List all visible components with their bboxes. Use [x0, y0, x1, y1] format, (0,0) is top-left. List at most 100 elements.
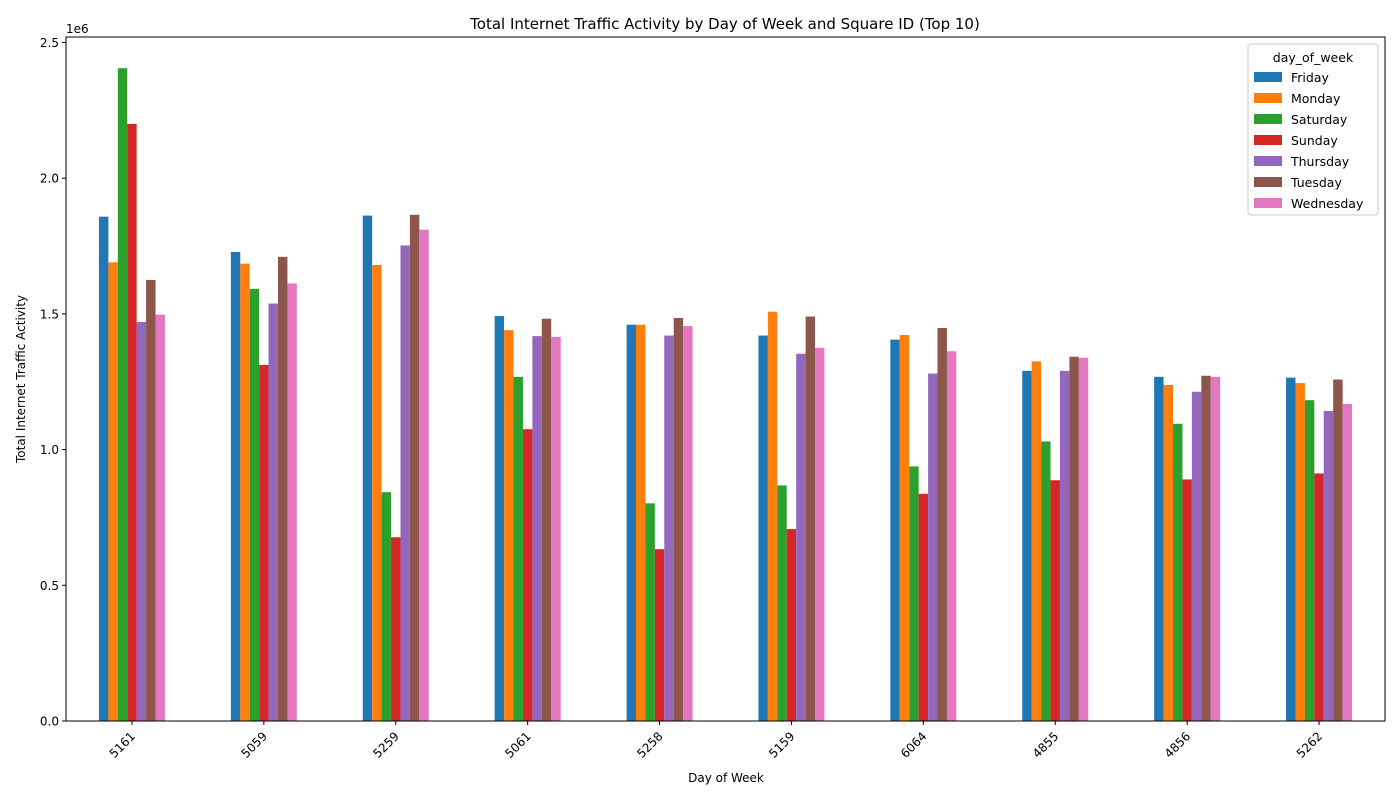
x-tick-label: 4856	[1162, 729, 1193, 760]
bar-tuesday-5061	[541, 318, 552, 721]
y-tick-label: 1.0	[40, 443, 59, 457]
bar-sunday-4855	[1050, 480, 1060, 721]
y-tick-label: 0.0	[40, 715, 59, 729]
x-tick-label: 6064	[898, 729, 929, 760]
y-ticks: 0.0 0.5 1.0 1.5 2.0 2.5	[40, 36, 66, 729]
bar-tuesday-5259	[409, 214, 420, 722]
x-tick-label: 5159	[766, 729, 797, 760]
bar-thursday-5161	[136, 322, 147, 721]
x-tick-label: 5258	[634, 729, 665, 760]
legend-label-tuesday: Tuesday	[1290, 175, 1342, 190]
bar-thursday-4855	[1059, 370, 1070, 721]
bar-tuesday-5059	[278, 256, 288, 721]
y-axis-label: Total Internet Traffic Activity	[14, 295, 28, 464]
x-tick-label: 4855	[1030, 729, 1061, 760]
y-offset-label: 1e6	[66, 22, 89, 36]
bar-sunday-5259	[391, 537, 401, 721]
bar-thursday-5262	[1323, 411, 1334, 721]
legend-label-monday: Monday	[1291, 91, 1341, 106]
legend-label-sunday: Sunday	[1291, 133, 1338, 148]
legend-title: day_of_week	[1273, 50, 1354, 65]
bar-wednesday-5161	[155, 314, 165, 721]
bar-saturday-5258	[645, 503, 655, 721]
bar-friday-5159	[758, 335, 768, 721]
bar-friday-5259	[362, 215, 373, 721]
bar-saturday-5262	[1304, 400, 1315, 721]
x-tick-label: 5259	[370, 729, 401, 760]
bar-wednesday-4856	[1210, 376, 1221, 721]
x-tick-label: 5061	[502, 729, 533, 760]
bar-saturday-5161	[117, 68, 128, 721]
bar-friday-4855	[1022, 370, 1032, 721]
y-tick-label: 1.5	[40, 307, 59, 321]
bar-thursday-5258	[664, 335, 674, 721]
bar-thursday-5061	[532, 336, 542, 721]
x-tick-label: 5059	[238, 729, 269, 760]
bar-wednesday-5061	[551, 336, 561, 721]
x-tick-label: 5161	[107, 729, 138, 760]
bar-thursday-5059	[268, 303, 278, 721]
y-tick-label: 2.0	[40, 172, 59, 186]
bar-monday-5059	[240, 263, 250, 721]
legend-label-friday: Friday	[1291, 70, 1329, 85]
legend-label-thursday: Thursday	[1290, 154, 1350, 169]
bars-group	[98, 68, 1353, 722]
bar-sunday-5258	[654, 549, 665, 721]
legend-swatch-friday	[1254, 72, 1282, 82]
legend-swatch-monday	[1254, 93, 1282, 103]
bar-thursday-5159	[796, 353, 806, 721]
legend-swatch-thursday	[1254, 156, 1282, 166]
y-tick-label: 0.5	[40, 579, 59, 593]
bar-tuesday-5262	[1333, 379, 1343, 721]
legend-box	[1247, 43, 1379, 216]
bar-friday-6064	[890, 339, 900, 721]
legend-swatch-saturday	[1254, 114, 1282, 124]
bar-monday-6064	[899, 335, 910, 721]
bar-thursday-4856	[1191, 391, 1202, 721]
bar-sunday-5059	[259, 364, 269, 721]
bar-wednesday-6064	[946, 351, 957, 721]
bar-monday-5161	[108, 262, 118, 721]
legend-swatch-wednesday	[1254, 198, 1282, 208]
bar-monday-4856	[1163, 384, 1174, 721]
bar-monday-5259	[372, 265, 382, 721]
bar-sunday-5159	[786, 529, 797, 721]
bar-sunday-4856	[1182, 479, 1192, 721]
bar-saturday-6064	[909, 466, 919, 721]
bar-friday-5258	[626, 324, 636, 721]
bar-wednesday-5258	[683, 326, 693, 721]
bar-wednesday-4855	[1078, 357, 1089, 721]
bar-friday-5161	[98, 216, 109, 721]
bar-tuesday-4855	[1069, 356, 1079, 721]
bar-monday-5159	[767, 311, 778, 721]
bar-thursday-5259	[400, 245, 410, 721]
x-ticks: 5161 5059 5259 5061 5258 5159 6064 4855 4856 5262	[107, 721, 1325, 761]
bar-sunday-5061	[522, 429, 533, 721]
plot-frame	[65, 36, 1386, 722]
bar-sunday-6064	[918, 493, 929, 721]
bar-wednesday-5159	[815, 347, 825, 721]
bar-tuesday-6064	[937, 327, 947, 721]
legend-label-wednesday: Wednesday	[1291, 196, 1364, 211]
legend-swatch-tuesday	[1254, 177, 1282, 187]
bar-friday-5059	[230, 251, 241, 721]
bar-tuesday-5159	[805, 316, 816, 721]
bar-wednesday-5262	[1342, 403, 1353, 721]
x-tick-label: 5262	[1294, 729, 1325, 760]
bar-saturday-4855	[1041, 441, 1051, 721]
bar-thursday-6064	[928, 373, 938, 721]
bar-tuesday-5258	[673, 317, 684, 721]
chart-title: Total Internet Traffic Activity by Day o…	[469, 15, 980, 33]
x-axis-label: Day of Week	[688, 771, 764, 785]
bar-sunday-5262	[1314, 473, 1324, 721]
bar-saturday-5159	[777, 485, 787, 721]
bar-friday-5061	[494, 316, 505, 721]
bar-monday-5258	[635, 324, 646, 721]
bar-tuesday-4856	[1201, 375, 1211, 721]
bar-monday-5262	[1295, 383, 1305, 721]
bar-friday-4856	[1154, 376, 1164, 721]
bar-sunday-5161	[127, 123, 137, 722]
bar-saturday-4856	[1173, 423, 1183, 721]
bar-wednesday-5259	[419, 229, 429, 721]
bar-saturday-5259	[381, 492, 392, 721]
